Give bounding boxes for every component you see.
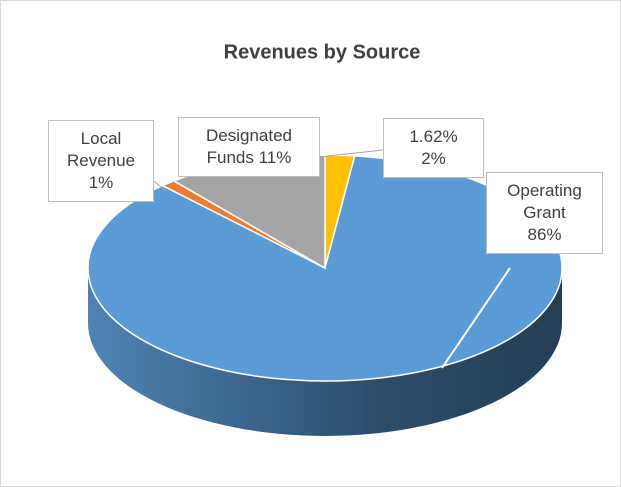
label-value: 2%: [421, 149, 446, 168]
label-name: Designated Funds: [205, 126, 292, 167]
label-value: 11%: [258, 148, 292, 167]
data-label: Designated Funds 11%: [178, 117, 320, 177]
leader-line: [441, 267, 511, 369]
chart-title: Revenues by Source: [224, 41, 421, 63]
slice-side-shade: [88, 268, 562, 436]
label-name: Operating Grant: [507, 181, 582, 222]
data-label: Operating Grant 86%: [486, 172, 603, 254]
label-value: 1%: [88, 173, 114, 192]
data-label: Local Revenue 1%: [48, 120, 154, 202]
label-value: 86%: [527, 225, 562, 244]
label-name: Local Revenue: [66, 129, 136, 170]
pie: [87, 154, 563, 436]
label-name: 1.62%: [409, 127, 458, 146]
data-label: 1.62% 2%: [383, 118, 484, 178]
leader-line: [317, 149, 384, 158]
